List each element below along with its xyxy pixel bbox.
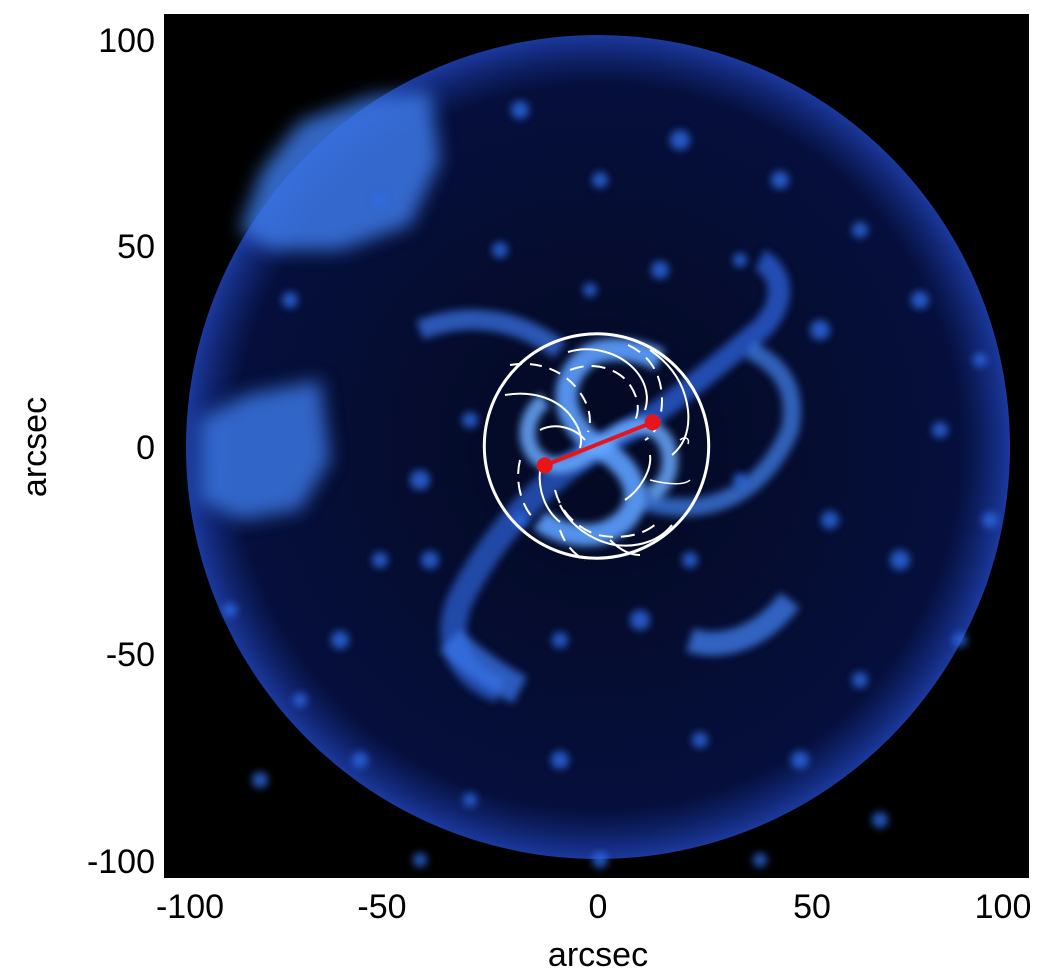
x-tick-label: 100: [975, 888, 1032, 926]
x-tick-label: 0: [589, 888, 608, 926]
x-tick-label: -100: [156, 888, 224, 926]
y-tick-label: -50: [106, 636, 155, 674]
y-tick-labels: 100 50 0 -50 -100: [87, 22, 155, 881]
x-tick-label: -50: [357, 888, 406, 926]
x-axis-label: arcsec: [548, 936, 648, 974]
y-tick-label: 50: [117, 228, 155, 266]
y-tick-label: 0: [136, 429, 155, 467]
plot-frame: [164, 14, 1029, 878]
y-axis-label: arcsec: [16, 397, 54, 497]
reference-circle: [482, 332, 711, 560]
plot-area: [165, 15, 1028, 877]
x-tick-labels: -100 -50 0 50 100: [156, 888, 1031, 926]
y-tick-label: 100: [98, 22, 155, 60]
speckle-emission: [223, 101, 998, 868]
y-tick-label: -100: [87, 843, 155, 881]
red-endpoint-1: [536, 457, 553, 474]
contour-lines: [504, 344, 691, 561]
x-tick-label: 50: [793, 888, 831, 926]
limb-emission: [200, 92, 440, 520]
red-endpoint-2: [644, 414, 661, 431]
red-segment: [543, 420, 654, 468]
